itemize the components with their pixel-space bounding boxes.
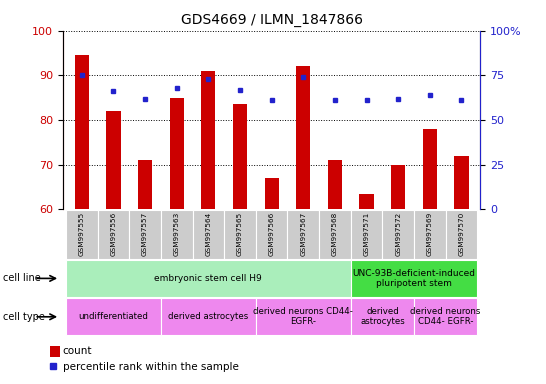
Bar <box>351 260 477 297</box>
Text: GSM997570: GSM997570 <box>459 212 465 257</box>
Text: GSM997557: GSM997557 <box>142 212 148 257</box>
Bar <box>75 55 89 209</box>
Bar <box>446 210 477 259</box>
Bar <box>391 165 405 209</box>
Bar <box>129 210 161 259</box>
Bar <box>287 210 319 259</box>
Bar <box>256 210 287 259</box>
Text: GSM997555: GSM997555 <box>79 212 85 257</box>
Text: UNC-93B-deficient-induced
pluripotent stem: UNC-93B-deficient-induced pluripotent st… <box>353 269 476 288</box>
Text: GSM997566: GSM997566 <box>269 212 275 257</box>
Text: GSM997556: GSM997556 <box>110 212 116 257</box>
Text: GSM997572: GSM997572 <box>395 212 401 257</box>
Text: undifferentiated: undifferentiated <box>79 312 149 321</box>
Bar <box>170 98 184 209</box>
Text: cell line: cell line <box>3 273 40 283</box>
Bar <box>193 210 224 259</box>
Text: embryonic stem cell H9: embryonic stem cell H9 <box>155 274 262 283</box>
Text: GSM997571: GSM997571 <box>364 212 370 257</box>
Text: GSM997568: GSM997568 <box>332 212 338 257</box>
Bar <box>98 210 129 259</box>
Bar <box>161 210 193 259</box>
Text: GSM997565: GSM997565 <box>237 212 243 257</box>
Bar <box>454 156 468 209</box>
Bar <box>351 210 382 259</box>
Bar <box>328 160 342 209</box>
Title: GDS4669 / ILMN_1847866: GDS4669 / ILMN_1847866 <box>181 13 363 27</box>
Text: GSM997569: GSM997569 <box>427 212 433 257</box>
Text: derived astrocytes: derived astrocytes <box>168 312 248 321</box>
Bar <box>138 160 152 209</box>
Text: cell type: cell type <box>3 312 45 322</box>
Text: percentile rank within the sample: percentile rank within the sample <box>63 362 239 372</box>
Bar <box>256 298 351 335</box>
Bar <box>382 210 414 259</box>
Text: GSM997567: GSM997567 <box>300 212 306 257</box>
Bar <box>351 298 414 335</box>
Text: derived neurons CD44-
EGFR-: derived neurons CD44- EGFR- <box>253 307 353 326</box>
Text: GSM997564: GSM997564 <box>205 212 211 257</box>
Text: derived neurons
CD44- EGFR-: derived neurons CD44- EGFR- <box>411 307 481 326</box>
Bar <box>224 210 256 259</box>
Bar <box>414 298 477 335</box>
Bar <box>264 178 279 209</box>
Bar <box>423 129 437 209</box>
Text: GSM997563: GSM997563 <box>174 212 180 257</box>
Text: derived
astrocytes: derived astrocytes <box>360 307 405 326</box>
Bar <box>106 111 121 209</box>
Bar <box>66 210 98 259</box>
Bar <box>296 66 310 209</box>
Bar <box>319 210 351 259</box>
Bar <box>201 71 216 209</box>
Bar <box>414 210 446 259</box>
Bar <box>66 298 161 335</box>
Bar <box>66 260 351 297</box>
Text: count: count <box>63 346 92 356</box>
Bar <box>359 194 373 209</box>
Bar <box>161 298 256 335</box>
Bar <box>233 104 247 209</box>
